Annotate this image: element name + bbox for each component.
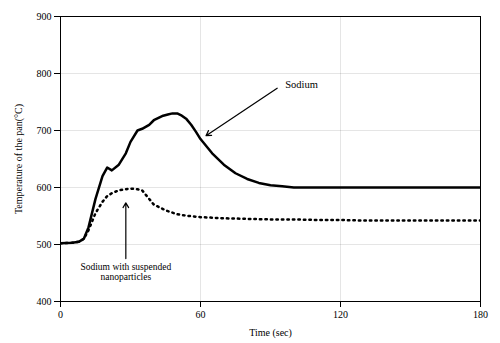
svg-text:60: 60 bbox=[196, 309, 206, 320]
svg-text:Sodium with suspendednanoparti: Sodium with suspendednanoparticles bbox=[80, 262, 171, 282]
svg-text:800: 800 bbox=[37, 68, 52, 79]
svg-text:0: 0 bbox=[58, 309, 63, 320]
svg-text:Time (sec): Time (sec) bbox=[249, 327, 292, 339]
svg-text:500: 500 bbox=[37, 239, 52, 250]
svg-text:700: 700 bbox=[37, 125, 52, 136]
svg-text:900: 900 bbox=[37, 11, 52, 22]
svg-text:400: 400 bbox=[37, 296, 52, 307]
svg-text:180: 180 bbox=[473, 309, 488, 320]
svg-text:Temperature of the pan(°C): Temperature of the pan(°C) bbox=[13, 104, 25, 214]
svg-text:120: 120 bbox=[333, 309, 348, 320]
svg-text:Sodium: Sodium bbox=[285, 79, 318, 90]
svg-text:600: 600 bbox=[37, 182, 52, 193]
